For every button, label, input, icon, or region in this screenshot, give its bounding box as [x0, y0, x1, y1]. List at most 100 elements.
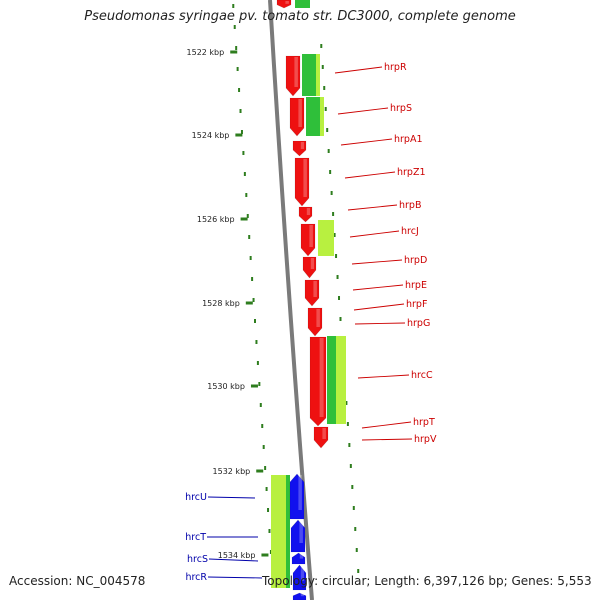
gene-arrow-shine — [298, 475, 302, 510]
gene-leader-line — [361, 438, 413, 441]
axis-dot — [236, 67, 239, 71]
tick-label: 1534 kbp — [218, 551, 256, 560]
axis-dot — [326, 128, 329, 132]
axis-dot — [336, 275, 339, 279]
axis-dot — [330, 191, 333, 195]
gene-arrow-shine — [299, 521, 303, 543]
gene-arrow-shine — [300, 566, 305, 581]
axis-dot — [256, 361, 259, 365]
gene-arrow-shine — [299, 554, 304, 559]
axis-dot — [348, 443, 351, 447]
tick-label: 1528 kbp — [202, 299, 240, 308]
gene-arrow-shine — [300, 142, 305, 149]
gene-label-hrpE: hrpE — [405, 280, 427, 291]
gene-label-hrpR: hrpR — [384, 62, 407, 73]
gc-bar — [302, 54, 316, 96]
axis-dot — [351, 485, 354, 489]
axis-dot — [262, 445, 265, 449]
tick-mark — [245, 301, 253, 305]
gene-arrow-shine — [294, 57, 298, 87]
gene-arrow-shine — [322, 428, 326, 439]
tick-mark — [240, 217, 248, 221]
tick-label: 1524 kbp — [192, 131, 230, 140]
gene-arrow-shine — [310, 258, 315, 269]
gene-arrow-shine — [309, 225, 313, 247]
axis-dot — [332, 212, 335, 216]
gene-features — [276, 0, 329, 600]
gene-leader-line — [334, 66, 383, 74]
tick-label: 1532 kbp — [213, 467, 251, 476]
gene-arrow — [289, 473, 305, 520]
gc-bar — [327, 336, 336, 424]
axis-dot — [251, 277, 254, 281]
axis-dot — [238, 88, 241, 92]
gene-label-hrcC: hrcC — [411, 370, 433, 381]
axis-dot — [323, 86, 326, 90]
gene-arrow-shine — [303, 159, 307, 197]
gene-arrow — [276, 0, 292, 9]
axis-dot — [239, 109, 242, 113]
gene-label-hrcU: hrcU — [185, 492, 207, 503]
gc-bar — [316, 54, 320, 96]
gene-leader-line — [352, 284, 404, 291]
tick-mark — [261, 553, 269, 557]
axis-dots — [232, 4, 360, 575]
gene-label-hrcT: hrcT — [185, 532, 206, 543]
axis-dot — [355, 548, 358, 552]
gene-arrow-shine — [300, 594, 305, 597]
gene-arrow-shine — [298, 99, 302, 127]
gene-label-hrpG: hrpG — [407, 318, 430, 329]
axis-dot — [258, 382, 261, 386]
axis-dot — [264, 466, 267, 470]
gene-leader-line — [207, 496, 256, 499]
axis-dot — [255, 340, 258, 344]
gene-arrow — [290, 519, 306, 553]
gene-leader-line — [344, 171, 396, 179]
axis-dot — [232, 4, 235, 8]
tick-mark — [250, 384, 258, 388]
gene-leader-line — [207, 576, 263, 579]
tick-mark — [256, 469, 264, 473]
axis-dot — [321, 65, 324, 69]
axis-dot — [268, 529, 271, 533]
gene-arrow — [309, 336, 327, 427]
gene-leader-line — [347, 204, 398, 211]
genome-backbone — [268, 0, 314, 600]
map-title: Pseudomonas syringae pv. tomato str. DC3… — [84, 9, 516, 24]
axis-dot — [357, 569, 360, 573]
axis-dot — [327, 149, 330, 153]
gene-arrow-shine — [316, 309, 320, 327]
axis-dot — [243, 172, 246, 176]
gene-arrow — [302, 256, 317, 279]
gc-bar — [306, 97, 320, 136]
axis-dot — [329, 170, 332, 174]
gene-arrow-shine — [306, 208, 311, 215]
axis-dot — [254, 319, 256, 323]
gene-label-hrpV: hrpV — [414, 434, 437, 445]
gene-leader-line — [208, 558, 259, 562]
gene-arrow — [285, 55, 301, 97]
gene-label-hrpA1: hrpA1 — [394, 134, 423, 145]
axis-dot — [333, 233, 336, 237]
gene-labels: hrpR hrpS hrpA1 hrpZ1 hrpB hrcJ hrpD hrpE hrpF hr… — [185, 62, 437, 583]
gene-arrow — [289, 97, 305, 137]
tick-label: 1526 kbp — [197, 215, 235, 224]
axis-dot — [233, 25, 236, 29]
axis-dot — [267, 508, 270, 512]
axis-dot — [269, 550, 272, 554]
tick-label: 1530 kbp — [207, 382, 245, 391]
gene-leader-line — [357, 374, 410, 379]
gene-label-hrcS: hrcS — [187, 554, 208, 565]
gene-leader-line — [349, 230, 400, 238]
gene-label-hrpF: hrpF — [406, 299, 427, 310]
scale-ticks: 1522 kbp 1524 kbp 1526 kbp 1528 kbp 1530 kbp… — [187, 48, 269, 560]
axis-dot — [245, 193, 248, 197]
axis-dot — [345, 401, 348, 405]
gene-arrow — [307, 307, 323, 337]
gc-bar — [318, 220, 334, 256]
gene-arrow — [294, 157, 310, 207]
axis-dot — [349, 464, 352, 468]
gene-leader-line — [337, 107, 389, 115]
gene-arrow — [292, 592, 307, 600]
gene-leader-line — [351, 259, 403, 265]
